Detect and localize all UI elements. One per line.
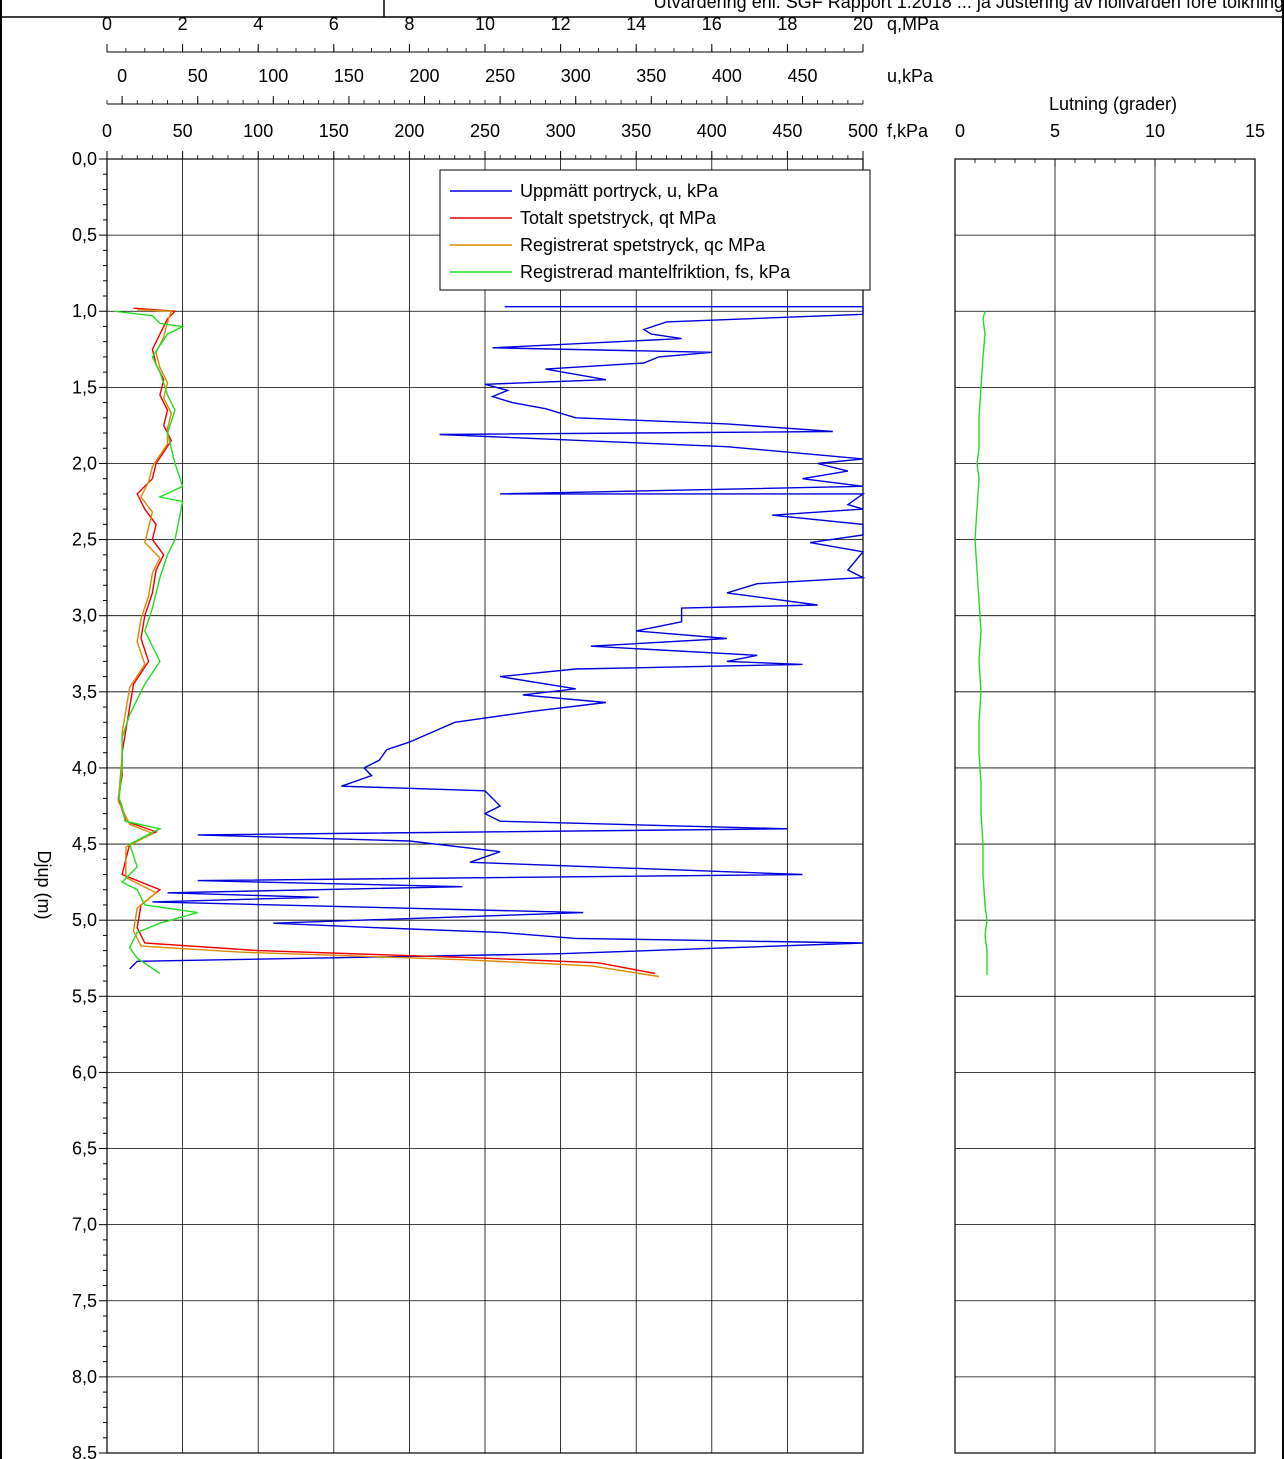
u-tick-label: 250 bbox=[485, 66, 515, 86]
header-right-text: Utvärdering enl. SGF Rapport 1:2018 ... … bbox=[654, 0, 1284, 12]
legend-box bbox=[439, 169, 871, 291]
f-tick-label: 400 bbox=[697, 121, 727, 141]
y-axis-label: Djup (m) bbox=[34, 850, 54, 919]
y-tick-label: 5,5 bbox=[72, 986, 97, 1006]
y-tick-label: 7,5 bbox=[72, 1291, 97, 1311]
y-tick-label: 6,0 bbox=[72, 1062, 97, 1082]
main-plot-grid bbox=[106, 158, 864, 1454]
q-tick-label: 6 bbox=[329, 14, 339, 34]
f-axis-unit: f,kPa bbox=[887, 121, 929, 141]
f-tick-label: 500 bbox=[848, 121, 878, 141]
y-tick-label: 0,0 bbox=[72, 149, 97, 169]
incl-tick-label: 5 bbox=[1050, 121, 1060, 141]
y-tick-label: 1,0 bbox=[72, 301, 97, 321]
q-tick-label: 20 bbox=[853, 14, 873, 34]
f-tick-label: 50 bbox=[173, 121, 193, 141]
u-tick-label: 200 bbox=[409, 66, 439, 86]
f-tick-label: 350 bbox=[621, 121, 651, 141]
u-tick-label: 0 bbox=[117, 66, 127, 86]
q-tick-label: 4 bbox=[253, 14, 263, 34]
f-tick-label: 100 bbox=[243, 121, 273, 141]
y-tick-label: 0,5 bbox=[72, 225, 97, 245]
legend: Uppmätt portryck, u, kPa Totalt spetstryc… bbox=[439, 169, 871, 291]
legend-label: Registrerat spetstryck, qc MPa bbox=[520, 235, 766, 255]
y-tick-label: 6,5 bbox=[72, 1139, 97, 1159]
legend-label: Registrerad mantelfriktion, fs, kPa bbox=[520, 262, 791, 282]
y-tick-label: 5,0 bbox=[72, 910, 97, 930]
series-line-q-2 bbox=[117, 309, 660, 978]
u-tick-label: 400 bbox=[712, 66, 742, 86]
f-tick-label: 450 bbox=[772, 121, 802, 141]
u-tick-label: 150 bbox=[334, 66, 364, 86]
y-tick-label: 3,5 bbox=[72, 682, 97, 702]
q-tick-label: 12 bbox=[551, 14, 571, 34]
u-axis-unit: u,kPa bbox=[887, 66, 934, 86]
q-tick-label: 8 bbox=[404, 14, 414, 34]
incl-tick-label: 10 bbox=[1145, 121, 1165, 141]
u-tick-label: 100 bbox=[258, 66, 288, 86]
series-line-f-3 bbox=[114, 310, 198, 975]
y-tick-label: 4,5 bbox=[72, 834, 97, 854]
inclination-plot-series bbox=[974, 311, 988, 975]
f-tick-label: 300 bbox=[546, 121, 576, 141]
series-line-u-0 bbox=[129, 306, 866, 970]
main-plot-series bbox=[114, 306, 866, 978]
q-tick-label: 18 bbox=[777, 14, 797, 34]
inclination-plot-axes: 0 5 10 15 Lutning (grader) bbox=[954, 94, 1265, 1454]
series-line-q-1 bbox=[117, 307, 656, 975]
y-tick-label: 3,0 bbox=[72, 606, 97, 626]
q-tick-label: 2 bbox=[178, 14, 188, 34]
y-tick-label: 4,0 bbox=[72, 758, 97, 778]
y-tick-label: 2,0 bbox=[72, 453, 97, 473]
y-tick-label: 7,0 bbox=[72, 1215, 97, 1235]
y-tick-label: 2,5 bbox=[72, 530, 97, 550]
y-tick-label: 8,5 bbox=[72, 1443, 97, 1459]
header: Utvärdering enl. SGF Rapport 1:2018 ... … bbox=[654, 0, 1284, 12]
incl-series-line-0 bbox=[974, 311, 988, 975]
q-axis-unit: q,MPa bbox=[887, 14, 940, 34]
f-tick-label: 150 bbox=[319, 121, 349, 141]
u-tick-label: 300 bbox=[561, 66, 591, 86]
u-tick-label: 350 bbox=[636, 66, 666, 86]
y-tick-label: 8,0 bbox=[72, 1367, 97, 1387]
incl-title: Lutning (grader) bbox=[1049, 94, 1177, 114]
inclination-plot-grid bbox=[954, 158, 1256, 1454]
f-tick-label: 200 bbox=[394, 121, 424, 141]
incl-plot-border bbox=[954, 158, 1256, 1454]
incl-tick-label: 15 bbox=[1245, 121, 1265, 141]
f-tick-label: 250 bbox=[470, 121, 500, 141]
f-tick-label: 0 bbox=[102, 121, 112, 141]
u-tick-label: 450 bbox=[787, 66, 817, 86]
main-plot-axes: 0,0 0,5 1,0 1,5 2,0 2,5 3,0 3,5 4,0 4,5 5,0 5,5 6,0 6… bbox=[34, 14, 940, 1459]
legend-label: Totalt spetstryck, qt MPa bbox=[520, 208, 717, 228]
q-tick-label: 0 bbox=[102, 14, 112, 34]
u-tick-label: 50 bbox=[188, 66, 208, 86]
y-tick-label: 1,5 bbox=[72, 377, 97, 397]
legend-label: Uppmätt portryck, u, kPa bbox=[520, 181, 719, 201]
q-tick-label: 10 bbox=[475, 14, 495, 34]
incl-tick-label: 0 bbox=[955, 121, 965, 141]
q-tick-label: 16 bbox=[702, 14, 722, 34]
q-tick-label: 14 bbox=[626, 14, 646, 34]
